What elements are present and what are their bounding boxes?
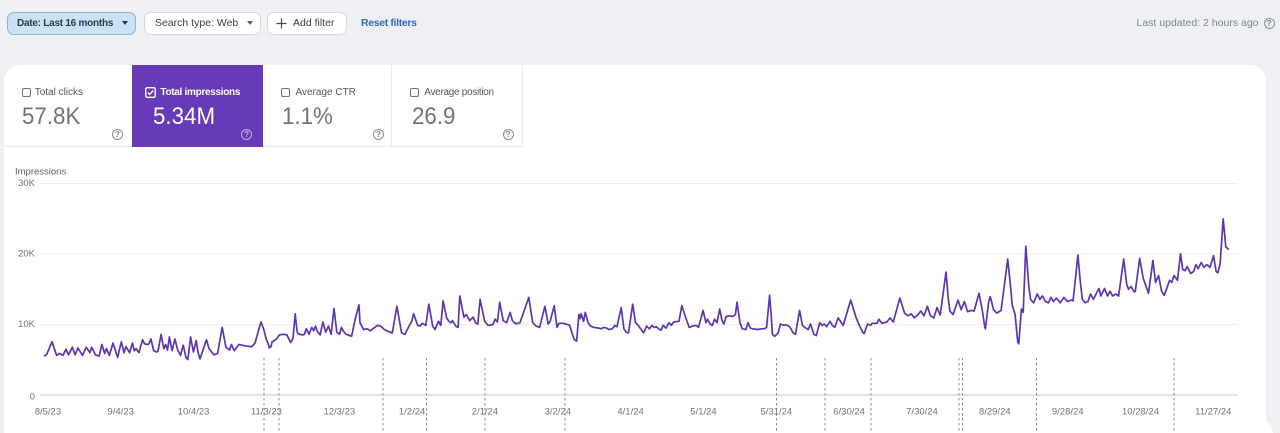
- svg-text:11/27/24: 11/27/24: [1195, 406, 1231, 417]
- svg-text:20K: 20K: [18, 249, 36, 260]
- svg-text:3/2/24: 3/2/24: [545, 406, 571, 417]
- svg-text:8/5/23: 8/5/23: [35, 406, 61, 417]
- svg-text:10/28/24: 10/28/24: [1122, 406, 1159, 417]
- svg-text:Impressions: Impressions: [15, 167, 66, 178]
- svg-text:7/30/24: 7/30/24: [906, 406, 938, 417]
- svg-text:11/3/23: 11/3/23: [251, 406, 282, 417]
- svg-text:30K: 30K: [18, 178, 36, 189]
- svg-text:8/29/24: 8/29/24: [979, 406, 1011, 417]
- svg-text:5/31/24: 5/31/24: [760, 406, 792, 417]
- svg-text:0: 0: [30, 391, 35, 402]
- svg-text:2/1/24: 2/1/24: [472, 406, 498, 417]
- svg-text:5/1/24: 5/1/24: [690, 406, 716, 417]
- svg-text:4/1/24: 4/1/24: [617, 406, 643, 417]
- svg-text:6/30/24: 6/30/24: [833, 406, 865, 417]
- svg-text:12/3/23: 12/3/23: [323, 406, 355, 417]
- svg-text:10/4/23: 10/4/23: [178, 406, 210, 417]
- svg-text:9/28/24: 9/28/24: [1052, 406, 1084, 417]
- svg-text:9/4/23: 9/4/23: [107, 406, 133, 417]
- svg-text:10K: 10K: [18, 319, 36, 330]
- svg-text:1/2/24: 1/2/24: [399, 406, 425, 417]
